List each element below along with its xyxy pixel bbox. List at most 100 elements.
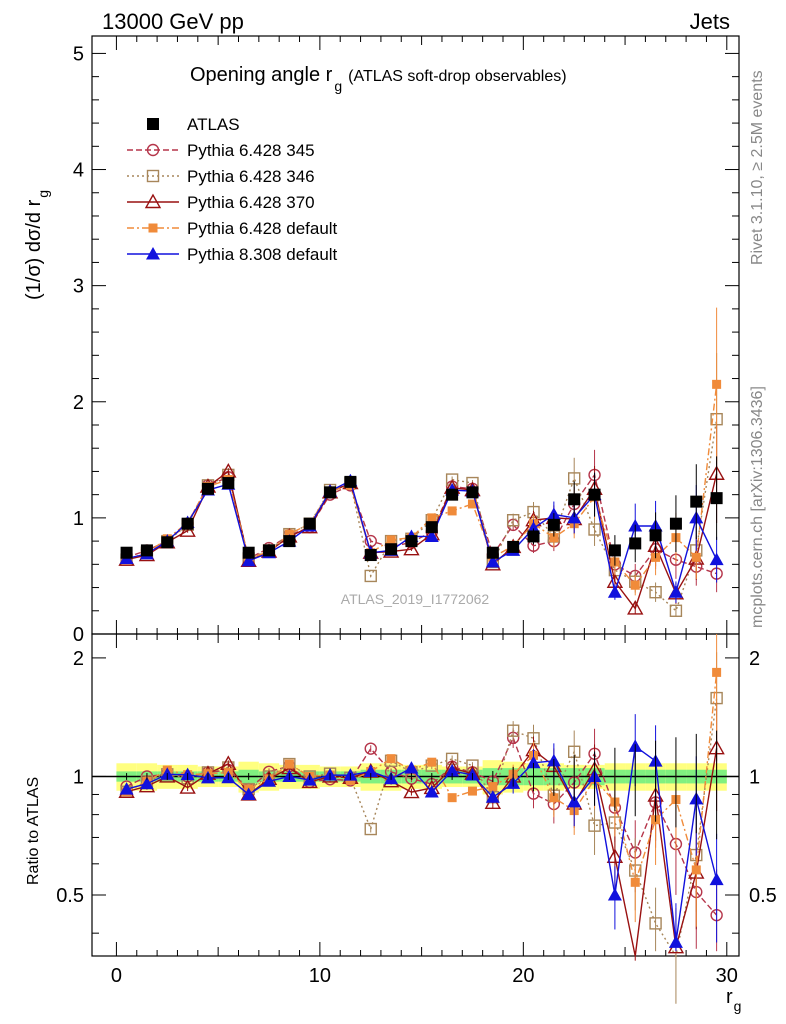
- ratio-series-pythia-8-308-default: [119, 714, 724, 952]
- series-line: [126, 384, 718, 587]
- ratio-point: [649, 917, 662, 930]
- ratio-point: [630, 877, 640, 887]
- ratio-tick-label: 2: [73, 648, 84, 670]
- legend-marker: [144, 193, 162, 209]
- axis-ticks: 0 10 20 30 0 1 2 3 4 5 0.5 0.5 1 1 2 2: [56, 36, 777, 987]
- data-point: [712, 379, 722, 389]
- data-point: [547, 518, 560, 531]
- y-tick-label: 0: [73, 624, 84, 646]
- data-point: [161, 536, 174, 549]
- y-axis-label-sub: g: [35, 190, 51, 198]
- ratio-point: [364, 822, 377, 836]
- ratio-series-pythia-6-428-345: [120, 728, 723, 952]
- series-atlas: [120, 456, 723, 566]
- legend-marker: [146, 143, 160, 157]
- data-point: [669, 517, 682, 530]
- data-point: [486, 546, 499, 559]
- legend-label: Pythia 6.428 345: [187, 141, 315, 160]
- ratio-point: [119, 782, 134, 795]
- series-line: [126, 479, 718, 595]
- x-tick-label: 20: [512, 965, 534, 987]
- main-series-group: [118, 307, 725, 617]
- legend-label: Pythia 6.428 370: [187, 193, 315, 212]
- data-point: [568, 493, 581, 506]
- data-point: [241, 553, 256, 567]
- legend-marker: [148, 223, 158, 233]
- ratio-point: [506, 724, 520, 737]
- data-point: [181, 517, 194, 530]
- data-point: [201, 482, 214, 495]
- y-tick-label: 2: [73, 392, 84, 414]
- ratio-point: [386, 754, 396, 764]
- legend-marker: [146, 247, 160, 260]
- data-point: [691, 552, 701, 562]
- rivet-label: Rivet 3.1.10, ≥ 2.5M events: [749, 70, 766, 265]
- data-point: [668, 585, 683, 598]
- ratio-point: [588, 819, 601, 832]
- ratio-tick-label: 0.5: [749, 885, 777, 907]
- ratio-point: [709, 872, 724, 886]
- data-point: [120, 546, 133, 559]
- mcplots-label: mcplots.cern.ch [arXiv:1306.3436]: [749, 386, 766, 628]
- chart-title-sub: g: [334, 78, 342, 94]
- data-point: [283, 535, 296, 548]
- data-point: [222, 477, 235, 490]
- ratio-y-axis-label: Ratio to ATLAS: [25, 777, 42, 885]
- data-point: [467, 499, 477, 509]
- watermark: ATLAS_2019_I1772062: [341, 591, 490, 607]
- data-point: [385, 543, 398, 556]
- series-line: [126, 470, 718, 610]
- ratio-tick-label: 1: [749, 766, 760, 788]
- data-point: [242, 546, 255, 559]
- x-axis-label-main: r: [726, 986, 733, 1008]
- series-pythia-6-428-345: [120, 449, 723, 593]
- y-tick-label: 1: [73, 508, 84, 530]
- data-point: [506, 514, 520, 527]
- data-point: [669, 604, 683, 617]
- data-point: [344, 475, 357, 488]
- data-point: [427, 513, 437, 523]
- y-tick-label: 4: [73, 160, 84, 182]
- x-tick-label: 0: [111, 965, 122, 987]
- x-axis-label: rg: [726, 986, 741, 1014]
- ratio-point: [668, 935, 683, 948]
- ratio-point: [139, 776, 154, 790]
- x-axis-label-sub: g: [734, 998, 742, 1014]
- ratio-point: [241, 787, 256, 800]
- series-line: [126, 419, 718, 613]
- data-point: [386, 535, 396, 545]
- ratio-point: [403, 783, 420, 799]
- data-point: [690, 495, 703, 508]
- y-axis-label-main: (1/σ) dσ/d r: [23, 199, 45, 300]
- ratio-series-line: [126, 697, 718, 958]
- ratio-point: [445, 752, 459, 766]
- series-pythia-6-428-default: [122, 307, 722, 596]
- ratio-series-atlas: [126, 730, 718, 840]
- x-tick-label: 30: [716, 965, 738, 987]
- chart-title-tail: (ATLAS soft-drop observables): [348, 68, 566, 85]
- data-point: [485, 555, 500, 568]
- data-point: [710, 492, 723, 505]
- ratio-point: [445, 763, 460, 777]
- chart-title-main: Opening angle r: [190, 64, 333, 86]
- legend: ATLAS Pythia 6.428 345 Pythia 6.428 346 Pyt…: [127, 115, 338, 264]
- data-point: [549, 533, 559, 543]
- ratio-tick-label: 0.5: [56, 885, 84, 907]
- legend-label: ATLAS: [187, 115, 240, 134]
- data-point: [405, 535, 418, 548]
- data-point: [630, 580, 640, 590]
- data-point: [466, 486, 479, 499]
- ratio-point: [364, 742, 377, 755]
- ratio-point: [179, 779, 196, 794]
- ratio-point: [485, 790, 500, 803]
- chart-title: Opening angle r g (ATLAS soft-drop observa…: [190, 64, 567, 94]
- y-axis-label: (1/σ) dσ/d rg: [23, 190, 51, 300]
- series-line: [126, 473, 717, 577]
- ratio-point: [262, 774, 277, 787]
- y-tick-label: 3: [73, 276, 84, 298]
- data-point: [364, 569, 377, 583]
- data-point: [709, 552, 724, 566]
- ratio-series-pythia-6-428-370: [118, 702, 725, 961]
- legend-label: Pythia 6.428 346: [187, 167, 315, 186]
